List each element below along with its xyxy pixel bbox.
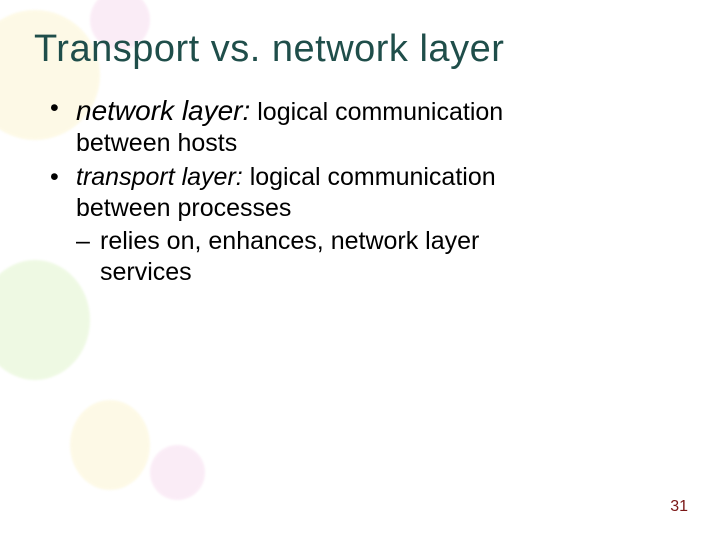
slide-title: Transport vs. network layer [34, 28, 680, 71]
text: services [100, 258, 192, 286]
text: between hosts [76, 129, 237, 157]
term-network-layer: network layer: [76, 95, 250, 126]
sub-bullet-relies-on: relies on, enhances, network layer servi… [50, 226, 680, 289]
text: logical communication [250, 98, 503, 126]
page-number: 31 [670, 498, 688, 516]
term-transport-layer: transport layer: [76, 163, 243, 191]
bullet-network-layer: network layer: logical communication bet… [50, 93, 680, 160]
slide-body: network layer: logical communication bet… [40, 93, 680, 289]
text: relies on, enhances, network layer [100, 227, 479, 255]
bullet-transport-layer: transport layer: logical communication b… [50, 162, 680, 225]
text: logical communication [243, 163, 496, 191]
text: between processes [76, 194, 291, 222]
slide: Transport vs. network layer network laye… [0, 0, 720, 540]
